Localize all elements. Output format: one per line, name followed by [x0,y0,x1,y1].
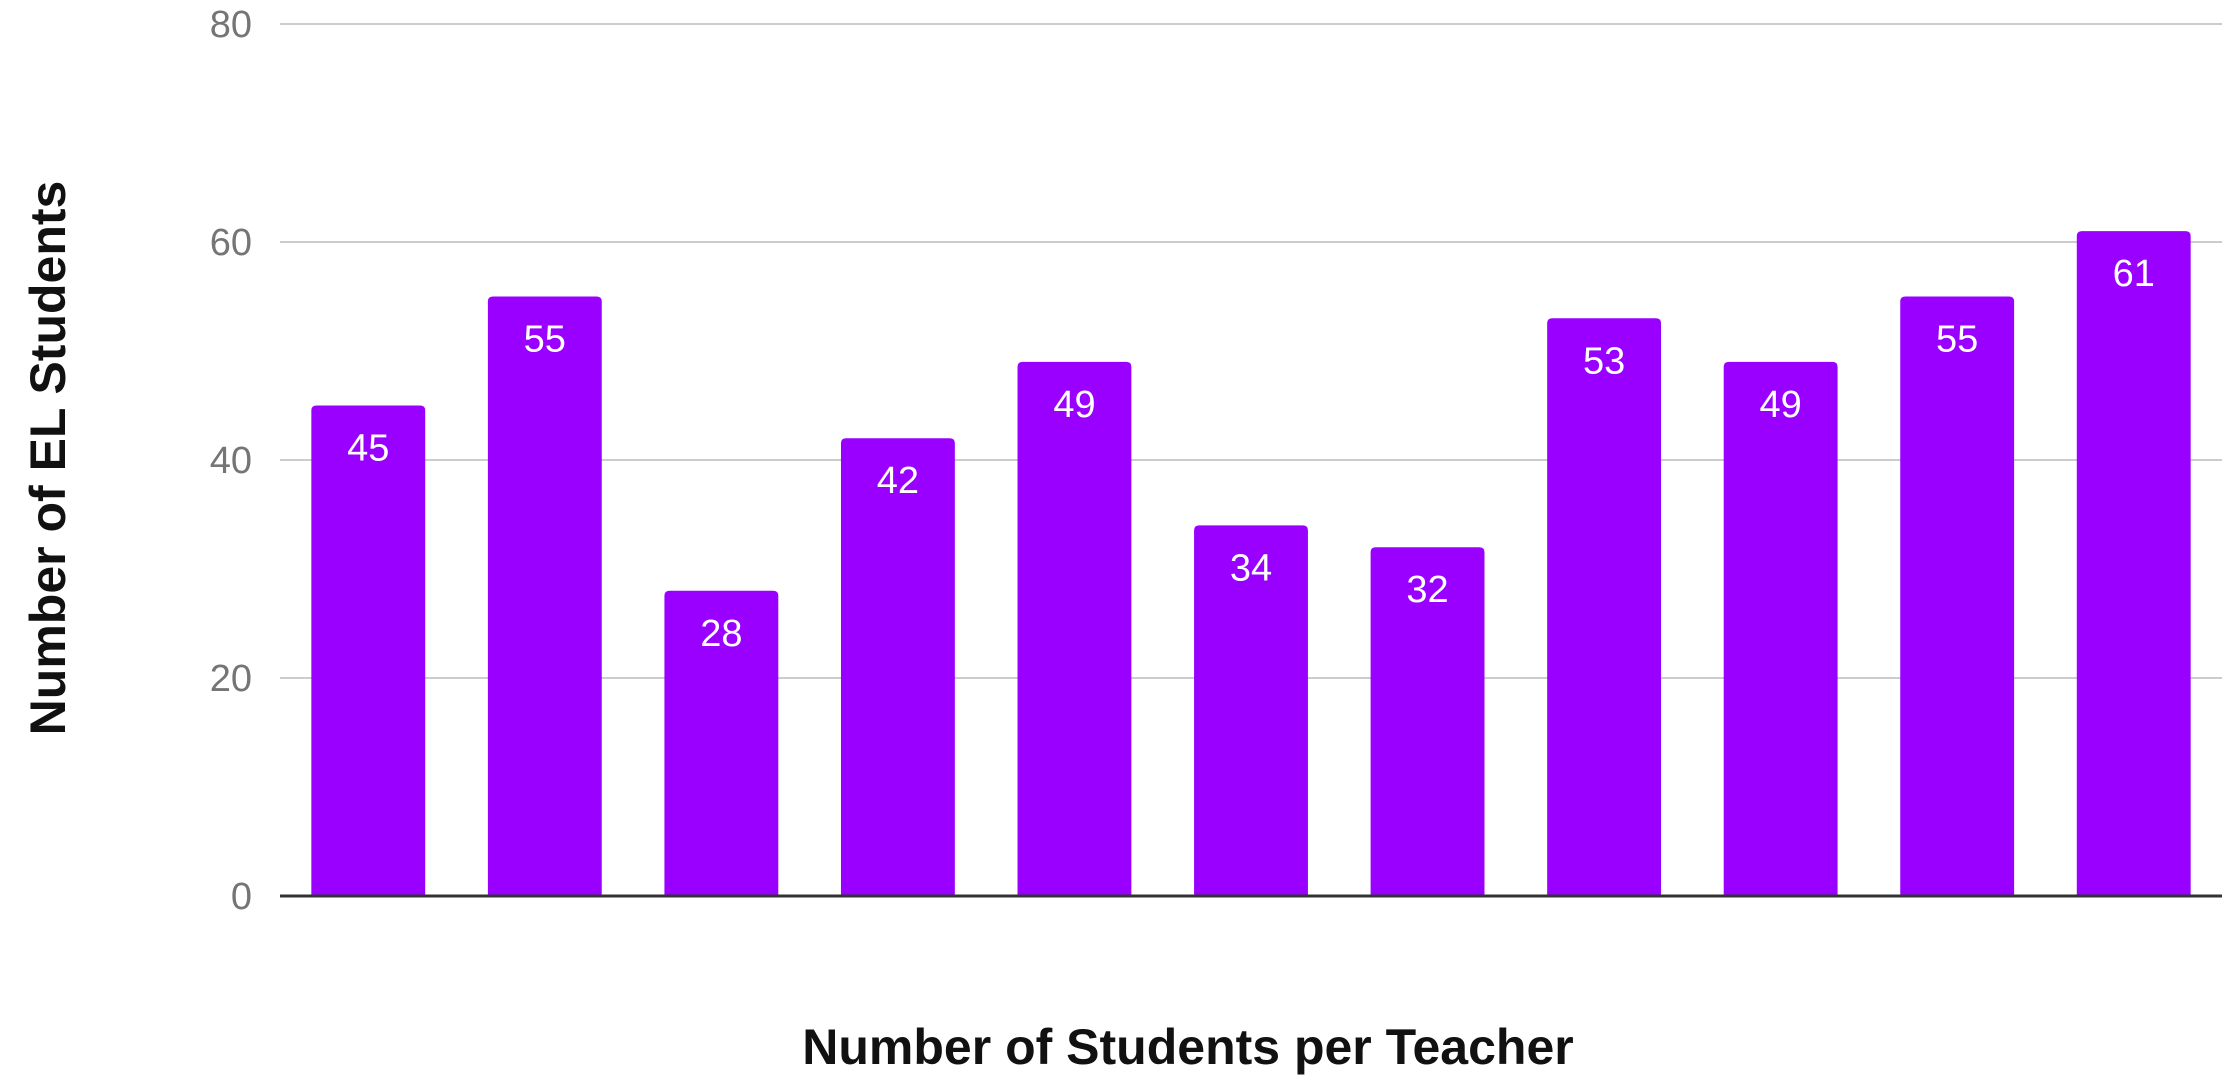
bar-value-label: 61 [2113,253,2155,295]
bar-value-label: 49 [1053,384,1095,426]
bar-value-label: 45 [347,428,389,470]
bar-value-label: 28 [700,613,742,655]
y-tick-label: 20 [210,658,252,700]
bar [1723,361,1838,896]
x-axis-title: Number of Students per Teacher [802,1019,1573,1075]
y-tick-label: 40 [210,440,252,482]
bar-value-label: 32 [1406,569,1448,611]
bar-value-label: 49 [1759,384,1801,426]
bar [840,438,955,896]
bar [1547,318,1662,896]
bar-value-label: 55 [524,319,566,361]
y-tick-label: 60 [210,222,252,264]
bars [311,231,2191,897]
bar [664,590,779,896]
bar [1370,547,1485,896]
bar-value-label: 55 [1936,319,1978,361]
bar [487,296,602,896]
y-tick-label: 80 [210,4,252,46]
bar [1017,361,1132,896]
bar-value-labels: 45 55 28 42 49 34 32 53 49 55 61 [347,253,2155,655]
y-axis-tick-labels: 0 20 40 60 80 [210,4,252,918]
bar [2076,231,2191,897]
y-tick-label: 0 [231,876,252,918]
bar-value-label: 34 [1230,547,1272,589]
y-axis-title: Number of EL Students [20,181,76,736]
bar [1194,525,1308,896]
bar [1900,296,2015,896]
bar-value-label: 42 [877,460,919,502]
bar-value-label: 53 [1583,340,1625,382]
bar [311,405,426,896]
